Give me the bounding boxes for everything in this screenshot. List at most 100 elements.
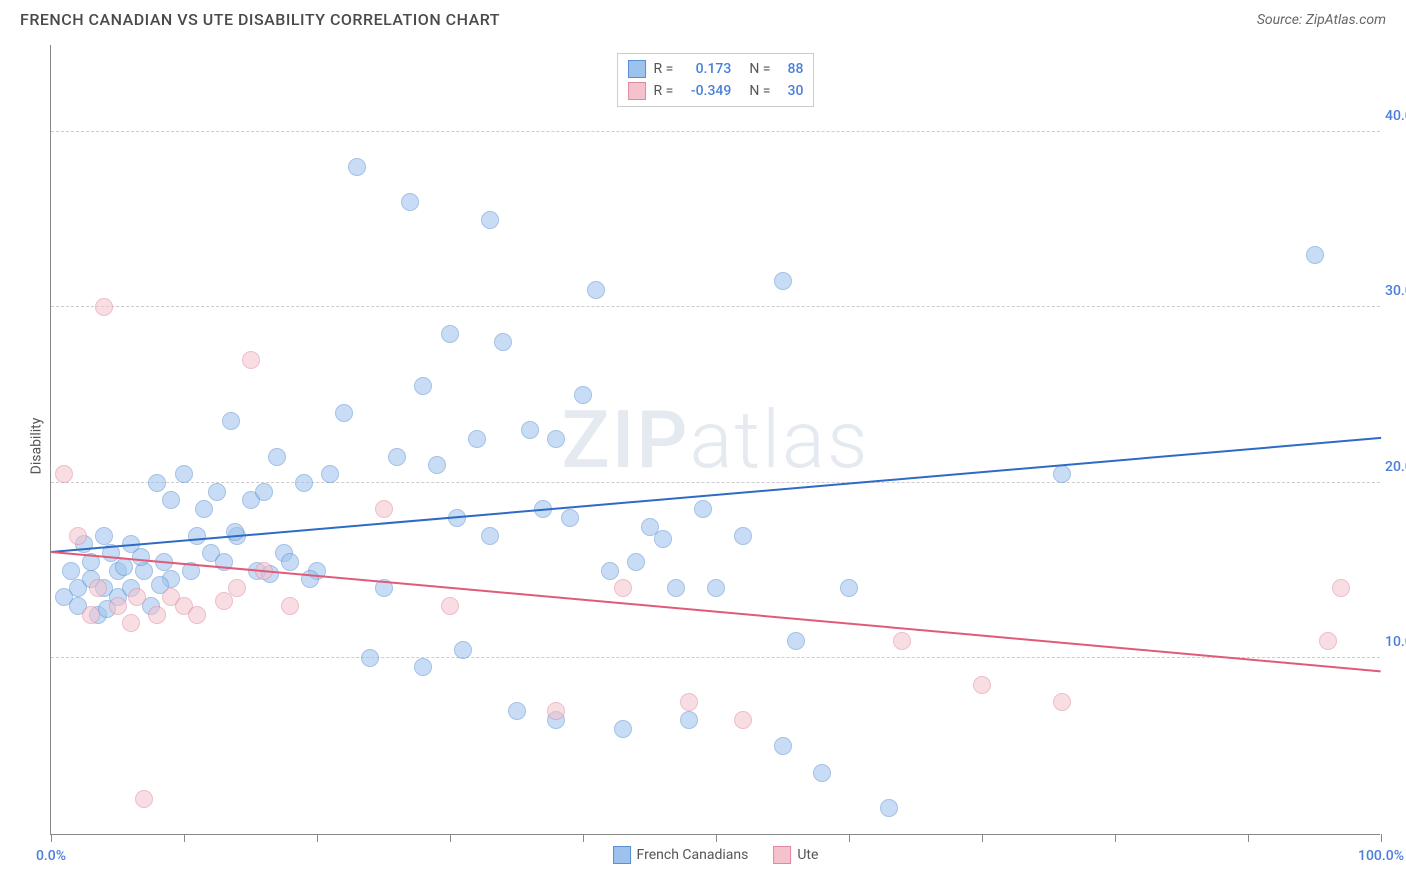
scatter-point xyxy=(694,500,712,518)
scatter-point xyxy=(813,764,831,782)
scatter-point xyxy=(128,588,146,606)
scatter-point xyxy=(680,711,698,729)
scatter-point xyxy=(222,412,240,430)
legend-item: Ute xyxy=(773,846,818,864)
plot-area: 10.0%20.0%30.0%40.0%0.0%100.0% xyxy=(51,45,1380,834)
x-tick xyxy=(317,834,318,842)
scatter-point xyxy=(95,298,113,316)
scatter-point xyxy=(734,527,752,545)
scatter-point xyxy=(893,632,911,650)
scatter-point xyxy=(734,711,752,729)
scatter-point xyxy=(132,548,150,566)
scatter-point xyxy=(614,579,632,597)
y-tick-label: 30.0% xyxy=(1385,283,1406,299)
x-tick xyxy=(982,834,983,842)
scatter-point xyxy=(321,465,339,483)
scatter-point xyxy=(148,474,166,492)
scatter-point xyxy=(680,693,698,711)
x-tick xyxy=(1115,834,1116,842)
scatter-point xyxy=(122,614,140,632)
scatter-point xyxy=(667,579,685,597)
scatter-point xyxy=(195,500,213,518)
scatter-point xyxy=(1332,579,1350,597)
scatter-point xyxy=(494,333,512,351)
legend-row: R =-0.349N =30 xyxy=(628,80,804,102)
y-tick-label: 10.0% xyxy=(1385,634,1406,650)
legend-row: R =0.173N =88 xyxy=(628,58,804,80)
scatter-point xyxy=(115,558,133,576)
gridline xyxy=(51,482,1380,483)
scatter-point xyxy=(361,649,379,667)
scatter-point xyxy=(148,606,166,624)
scatter-point xyxy=(255,483,273,501)
source-label: Source: ZipAtlas.com xyxy=(1257,12,1386,28)
scatter-point xyxy=(109,597,127,615)
legend-n-label: N = xyxy=(749,61,770,77)
correlation-legend: R =0.173N =88R =-0.349N =30 xyxy=(617,53,815,107)
scatter-point xyxy=(587,281,605,299)
chart-title: FRENCH CANADIAN VS UTE DISABILITY CORREL… xyxy=(20,10,500,29)
series-legend: French Canadians Ute xyxy=(613,846,819,864)
scatter-point xyxy=(547,430,565,448)
scatter-point xyxy=(95,527,113,545)
y-axis-label: Disability xyxy=(28,418,44,475)
scatter-point xyxy=(1319,632,1337,650)
legend-r-label: R = xyxy=(654,61,674,77)
legend-n-label: N = xyxy=(749,83,770,99)
scatter-point xyxy=(468,430,486,448)
scatter-point xyxy=(481,527,499,545)
scatter-point xyxy=(69,527,87,545)
scatter-point xyxy=(1053,693,1071,711)
y-tick-label: 40.0% xyxy=(1385,108,1406,124)
scatter-point xyxy=(135,790,153,808)
scatter-point xyxy=(1306,246,1324,264)
scatter-point xyxy=(481,211,499,229)
x-axis-label: 0.0% xyxy=(36,848,66,864)
scatter-point xyxy=(208,483,226,501)
scatter-point xyxy=(281,597,299,615)
scatter-point xyxy=(614,720,632,738)
scatter-point xyxy=(335,404,353,422)
legend-n-value: 88 xyxy=(778,61,803,77)
x-tick xyxy=(716,834,717,842)
scatter-point xyxy=(388,448,406,466)
chart-area: 10.0%20.0%30.0%40.0%0.0%100.0% ZIPatlas … xyxy=(50,45,1380,835)
legend-swatch xyxy=(773,846,791,864)
x-tick xyxy=(184,834,185,842)
gridline xyxy=(51,657,1380,658)
scatter-point xyxy=(348,158,366,176)
legend-item: French Canadians xyxy=(613,846,749,864)
y-tick-label: 20.0% xyxy=(1385,459,1406,475)
scatter-point xyxy=(401,193,419,211)
x-tick xyxy=(1381,834,1382,842)
legend-swatch xyxy=(628,60,646,78)
scatter-point xyxy=(840,579,858,597)
scatter-point xyxy=(295,474,313,492)
scatter-point xyxy=(561,509,579,527)
legend-r-label: R = xyxy=(654,83,674,99)
scatter-point xyxy=(601,562,619,580)
scatter-point xyxy=(268,448,286,466)
scatter-point xyxy=(414,377,432,395)
scatter-point xyxy=(1053,465,1071,483)
scatter-point xyxy=(55,465,73,483)
scatter-point xyxy=(82,606,100,624)
x-tick xyxy=(1248,834,1249,842)
scatter-point xyxy=(62,562,80,580)
scatter-point xyxy=(973,676,991,694)
legend-label: French Canadians xyxy=(637,847,749,863)
x-axis-label: 100.0% xyxy=(1358,848,1404,864)
scatter-point xyxy=(414,658,432,676)
scatter-point xyxy=(454,641,472,659)
legend-swatch xyxy=(628,82,646,100)
scatter-point xyxy=(175,465,193,483)
scatter-point xyxy=(654,530,672,548)
x-tick xyxy=(583,834,584,842)
scatter-point xyxy=(281,553,299,571)
scatter-point xyxy=(774,737,792,755)
scatter-point xyxy=(521,421,539,439)
scatter-point xyxy=(162,491,180,509)
scatter-point xyxy=(428,456,446,474)
gridline xyxy=(51,306,1380,307)
scatter-point xyxy=(787,632,805,650)
